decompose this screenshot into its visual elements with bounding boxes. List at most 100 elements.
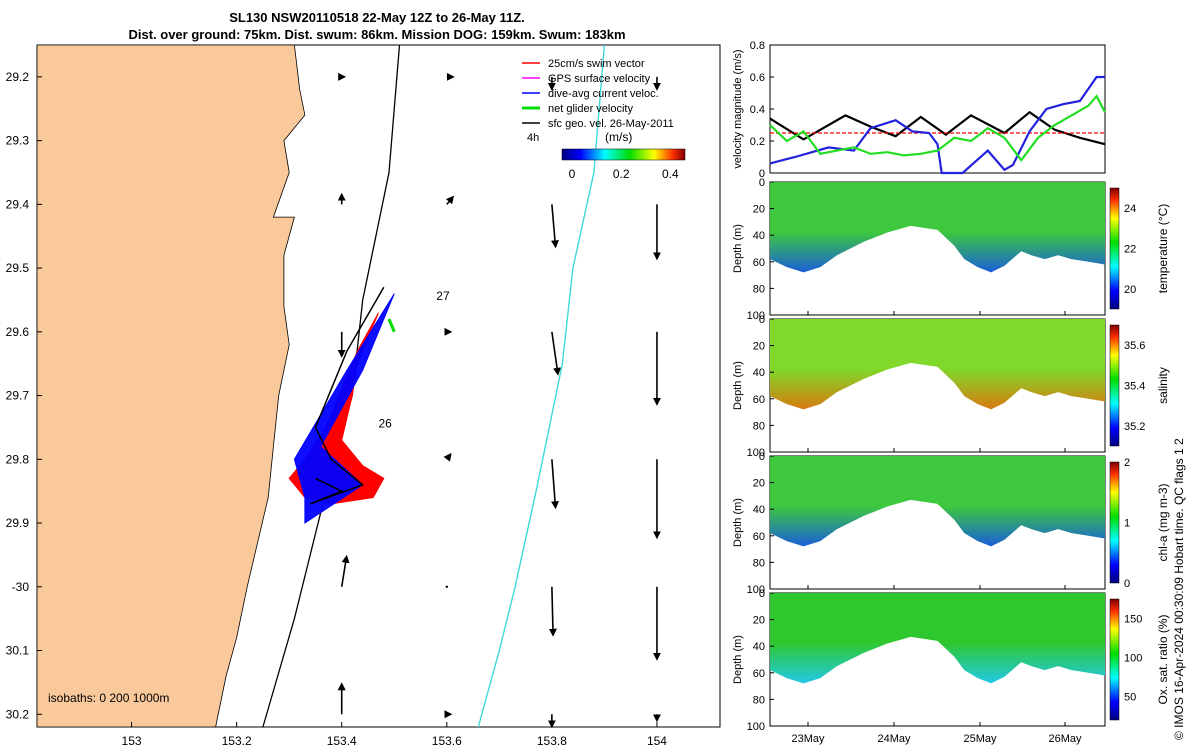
vector-dot (445, 585, 448, 588)
velocity-arrow (548, 586, 557, 637)
velocity-series-line (769, 94, 1106, 163)
chla-y-tick-label: 100 (747, 584, 765, 596)
map-y-tick-label: -30 (12, 580, 30, 594)
map-y-tick-label: 29.9 (6, 516, 30, 530)
chla-colorbar-label: chl-a (mg m-3) (1156, 483, 1170, 561)
legend-time-label: 4h (527, 132, 539, 144)
map-legend: 25cm/s swim vector GPS surface velocity di… (522, 58, 686, 181)
temperature-colorbar-tick: 22 (1124, 244, 1136, 256)
day-label: 27 (436, 289, 450, 303)
chla-colorbar (1109, 461, 1120, 584)
temperature-y-tick-label: 40 (753, 230, 765, 242)
salinity-panel: 0 20 40 60 80 100 Depth (m) 35.2 35.4 35.6 salinit… (732, 314, 1170, 459)
salinity-y-tick-label: 0 (759, 314, 765, 326)
map-y-tick-label: 29.6 (6, 325, 30, 339)
map-colorbar-ticks: 0 0.2 0.4 (569, 167, 679, 181)
map-colorbar-tick: 0.2 (613, 167, 630, 181)
salinity-colorbar-label: salinity (1156, 367, 1170, 404)
velocity-series-line (769, 110, 1106, 146)
velocity-y-tick-label: 0.8 (750, 40, 765, 52)
colorbar-label: (m/s) (605, 130, 632, 144)
salinity-colorbar (1109, 324, 1120, 447)
velocity-arrow (445, 195, 455, 205)
glider-track: 27 26 (288, 286, 450, 524)
velocity-arrow (550, 204, 559, 249)
temperature-panel: 0 20 40 60 80 100 Depth (m) 20 22 24 temperature (… (732, 177, 1170, 322)
isobath-1000m (477, 44, 606, 728)
chla-y-tick-label: 60 (753, 531, 765, 543)
salinity-y-tick-label: 40 (753, 367, 765, 379)
temperature-y-tick-label: 20 (753, 204, 765, 216)
velocity-arrow (551, 331, 561, 376)
chla-y-tick-label: 80 (753, 557, 765, 569)
temperature-colorbar-tick: 24 (1124, 203, 1136, 215)
temperature-y-tick-label: 0 (759, 177, 765, 189)
legend-label: sfc geo. vel. 26-May-2011 (548, 118, 674, 130)
salinity-section-fill (770, 319, 1105, 410)
chla-y-tick-label: 0 (759, 451, 765, 463)
oxygen-y-tick-label: 20 (753, 615, 765, 627)
map-x-tick-label: 153.8 (537, 734, 567, 748)
map-y-tick-label: 30.2 (6, 707, 30, 721)
oxygen-y-tick-label: 100 (747, 721, 765, 733)
oxygen-colorbar (1109, 598, 1120, 721)
isobath-caption: isobaths: 0 200 1000m (48, 691, 169, 705)
salinity-y-tick-label: 60 (753, 394, 765, 406)
velocity-arrow (443, 452, 452, 462)
temperature-colorbar (1109, 187, 1120, 310)
map-y-tick-label: 29.4 (6, 197, 30, 211)
salinity-y-tick-label: 100 (747, 447, 765, 459)
oxygen-colorbar-tick: 50 (1124, 692, 1136, 704)
coastline-land (36, 44, 306, 728)
legend-label: GPS surface velocity (548, 73, 651, 85)
map-x-tick-label: 153.6 (432, 734, 462, 748)
oxygen-section-fill (770, 593, 1105, 684)
net-glider-velocity (387, 318, 396, 333)
legend-label: net glider velocity (548, 103, 633, 115)
legend-label: 25cm/s swim vector (548, 58, 645, 70)
map-y-tick-label: 29.5 (6, 261, 30, 275)
temperature-colorbar-label: temperature (°C) (1156, 204, 1170, 294)
glider-path (309, 286, 385, 505)
velocity-y-tick-label: 0 (759, 168, 765, 180)
temperature-section-fill (770, 182, 1105, 273)
oxygen-colorbar-tick: 150 (1124, 614, 1142, 626)
salinity-colorbar-tick: 35.4 (1124, 381, 1145, 393)
oxygen-panel: 0 20 40 60 80 100 Depth (m) 50 100 150 Ox. sat. ra… (732, 588, 1170, 745)
oxygen-colorbar-label: Ox. sat. ratio (%) (1156, 614, 1170, 704)
chla-colorbar-tick: 0 (1124, 578, 1130, 590)
map-y-tick-label: 29.2 (6, 70, 30, 84)
map-y-tick-label: 29.8 (6, 452, 30, 466)
oxygen-x-tick-label: 26May (1048, 733, 1082, 745)
salinity-y-label: Depth (m) (732, 361, 744, 410)
day-label: 26 (379, 416, 393, 430)
oxygen-y-tick-label: 0 (759, 588, 765, 600)
temperature-colorbar-tick: 20 (1124, 284, 1136, 296)
legend-label: dive-avg current veloc. (548, 88, 659, 100)
velocity-panel: 0 0.2 0.4 0.6 0.8 velocity magnitude (m/s) (732, 40, 1106, 180)
salinity-colorbar-tick: 35.2 (1124, 421, 1145, 433)
chla-section-fill (770, 456, 1105, 547)
title-line-2: Dist. over ground: 75km. Dist. swum: 86k… (128, 27, 625, 42)
salinity-colorbar-tick: 35.6 (1124, 340, 1145, 352)
map-y-tick-label: 29.7 (6, 389, 30, 403)
title-line-1: SL130 NSW20110518 22-May 12Z to 26-May 1… (229, 10, 525, 25)
velocity-y-tick-label: 0.6 (750, 72, 765, 84)
map-colorbar-tick: 0 (569, 167, 576, 181)
map-colorbar-tick: 0.4 (662, 167, 679, 181)
map-x-tick-label: 153 (122, 734, 142, 748)
chla-colorbar-tick: 1 (1124, 518, 1130, 530)
chla-colorbar-tick: 2 (1124, 457, 1130, 469)
map-panel: 27 26 153 153.2 153.4 153.6 153.8 154 29.2 29.3… (6, 44, 721, 748)
temperature-y-tick-label: 60 (753, 257, 765, 269)
oxygen-x-tick-label: 24May (877, 733, 911, 745)
surface-velocity-vectors (337, 72, 661, 729)
imos-credit: © IMOS 16-Apr-2024 00:30:09 Hobart time.… (1172, 438, 1186, 740)
velocity-y-tick-label: 0.2 (750, 136, 765, 148)
temperature-y-tick-label: 80 (753, 283, 765, 295)
dive-avg-current-area (293, 293, 395, 524)
oxygen-y-tick-label: 80 (753, 694, 765, 706)
